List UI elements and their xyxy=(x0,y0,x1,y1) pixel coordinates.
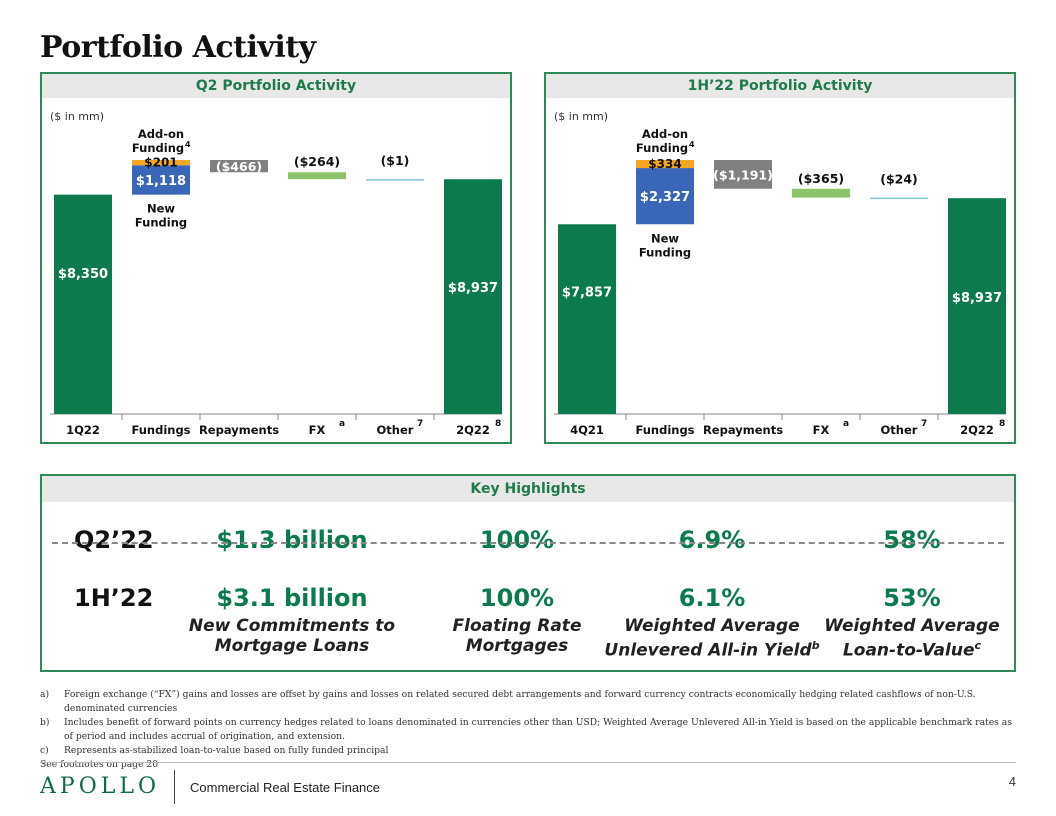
addon-funding-title: Add-on xyxy=(642,127,688,141)
category-superscript: 7 xyxy=(921,419,927,429)
category-label: 1Q22 xyxy=(66,423,100,437)
unit-label: ($ in mm) xyxy=(554,110,608,123)
end-bar xyxy=(444,179,502,414)
yield-q2: 6.9% xyxy=(678,526,746,554)
commitments-caption: New Commitments to Mortgage Loans xyxy=(188,616,396,656)
q2-chart-title: Q2 Portfolio Activity xyxy=(42,74,510,98)
repayments-bar xyxy=(714,160,772,189)
new-funding-title-2: Funding xyxy=(639,245,691,259)
footnote-c: c) Represents as-stabilized loan-to-value… xyxy=(40,745,389,756)
category-label: 2Q22 xyxy=(456,423,490,437)
category-superscript: a xyxy=(843,419,849,429)
h1-chart-title: 1H’22 Portfolio Activity xyxy=(546,74,1014,98)
key-highlights-panel: Key Highlights Q2’22 $1.3 billion 100% 6… xyxy=(40,474,1016,672)
fx-bar xyxy=(792,188,850,198)
floating-caption: Floating Rate Mortgages xyxy=(452,616,582,656)
new-funding-title: New xyxy=(651,231,679,245)
category-superscript: 8 xyxy=(495,419,501,429)
ltv-1h: 53% xyxy=(883,584,941,612)
category-superscript: 8 xyxy=(999,419,1005,429)
yield-1h: 6.1% xyxy=(678,584,746,612)
other-bar xyxy=(870,197,928,200)
new-funding-bar xyxy=(636,168,694,225)
addon-funding-title: Add-on xyxy=(138,127,184,141)
page-number: 4 xyxy=(1008,774,1016,789)
end-bar-label: $8,937 xyxy=(952,291,1002,306)
new-funding-label: $1,118 xyxy=(136,174,186,189)
category-label: 4Q21 xyxy=(570,423,604,437)
q2-chart-panel: Q2 Portfolio Activity ($ in mm) $8,350 $1,… xyxy=(40,72,512,444)
new-funding-label: $2,327 xyxy=(640,190,690,205)
apollo-logo: APOLLO xyxy=(40,774,160,799)
other-bar xyxy=(366,179,424,181)
floating-1h: 100% xyxy=(479,584,555,612)
period-1h: 1H’22 xyxy=(74,584,154,612)
commitments-1h: $3.1 billion xyxy=(216,584,368,612)
addon-funding-title-2: Funding xyxy=(636,141,688,155)
category-label: Fundings xyxy=(635,423,694,437)
addon-funding-label: $334 xyxy=(648,157,681,171)
footer-rule xyxy=(40,762,1016,763)
addon-funding-label: $201 xyxy=(144,156,177,170)
see-footnotes: See footnotes on page 20 xyxy=(40,759,159,770)
page-title: Portfolio Activity xyxy=(40,30,316,65)
category-label: FX xyxy=(309,423,326,437)
addon-funding-title-2: Funding xyxy=(132,141,184,155)
category-superscript: 7 xyxy=(417,419,423,429)
h1-chart-panel: 1H’22 Portfolio Activity ($ in mm) $7,857… xyxy=(544,72,1016,444)
repayments-label: ($466) xyxy=(216,159,262,174)
addon-funding-bar xyxy=(132,160,190,166)
logo-separator xyxy=(174,770,175,804)
start-bar-label: $7,857 xyxy=(562,285,612,300)
start-bar-label: $8,350 xyxy=(58,267,108,282)
fx-bar xyxy=(288,172,346,180)
new-funding-bar xyxy=(132,165,190,195)
category-label: Repayments xyxy=(703,423,783,437)
addon-funding-sup: 4 xyxy=(185,140,191,149)
repayments-bar xyxy=(210,160,268,173)
brand-subtitle: Commercial Real Estate Finance xyxy=(190,780,381,795)
footnotes: a) Foreign exchange (“FX”) gains and loss… xyxy=(40,688,1020,772)
category-label: 2Q22 xyxy=(960,423,994,437)
other-label: ($1) xyxy=(381,153,410,168)
unit-label: ($ in mm) xyxy=(50,110,104,123)
category-label: Other xyxy=(881,423,918,437)
new-funding-title: New xyxy=(147,202,175,216)
commitments-q2: $1.3 billion xyxy=(216,526,368,554)
category-label: Fundings xyxy=(131,423,190,437)
category-superscript: a xyxy=(339,419,345,429)
category-label: Repayments xyxy=(199,423,279,437)
category-label: Other xyxy=(377,423,414,437)
addon-funding-sup: 4 xyxy=(689,140,695,149)
start-bar xyxy=(558,224,616,414)
period-q2: Q2’22 xyxy=(74,526,154,554)
repayments-label: ($1,191) xyxy=(713,167,773,182)
yield-caption: Weighted Average Unlevered All-in Yieldb xyxy=(604,616,820,661)
end-bar xyxy=(948,198,1006,414)
floating-q2: 100% xyxy=(479,526,555,554)
category-label: FX xyxy=(813,423,830,437)
ltv-q2: 58% xyxy=(883,526,941,554)
end-bar-label: $8,937 xyxy=(448,281,498,296)
new-funding-title-2: Funding xyxy=(135,216,187,230)
key-highlights-title: Key Highlights xyxy=(42,476,1014,502)
footnote-b: b) Includes benefit of forward points on … xyxy=(40,717,1012,742)
fx-label: ($365) xyxy=(798,171,844,186)
addon-funding-bar xyxy=(636,160,694,169)
ltv-caption: Weighted Average Loan-to-Valuec xyxy=(824,616,1000,661)
start-bar xyxy=(54,194,112,414)
fx-label: ($264) xyxy=(294,154,340,169)
footnote-a: a) Foreign exchange (“FX”) gains and loss… xyxy=(40,689,976,714)
other-label: ($24) xyxy=(880,172,918,187)
highlights-divider xyxy=(52,542,1004,544)
